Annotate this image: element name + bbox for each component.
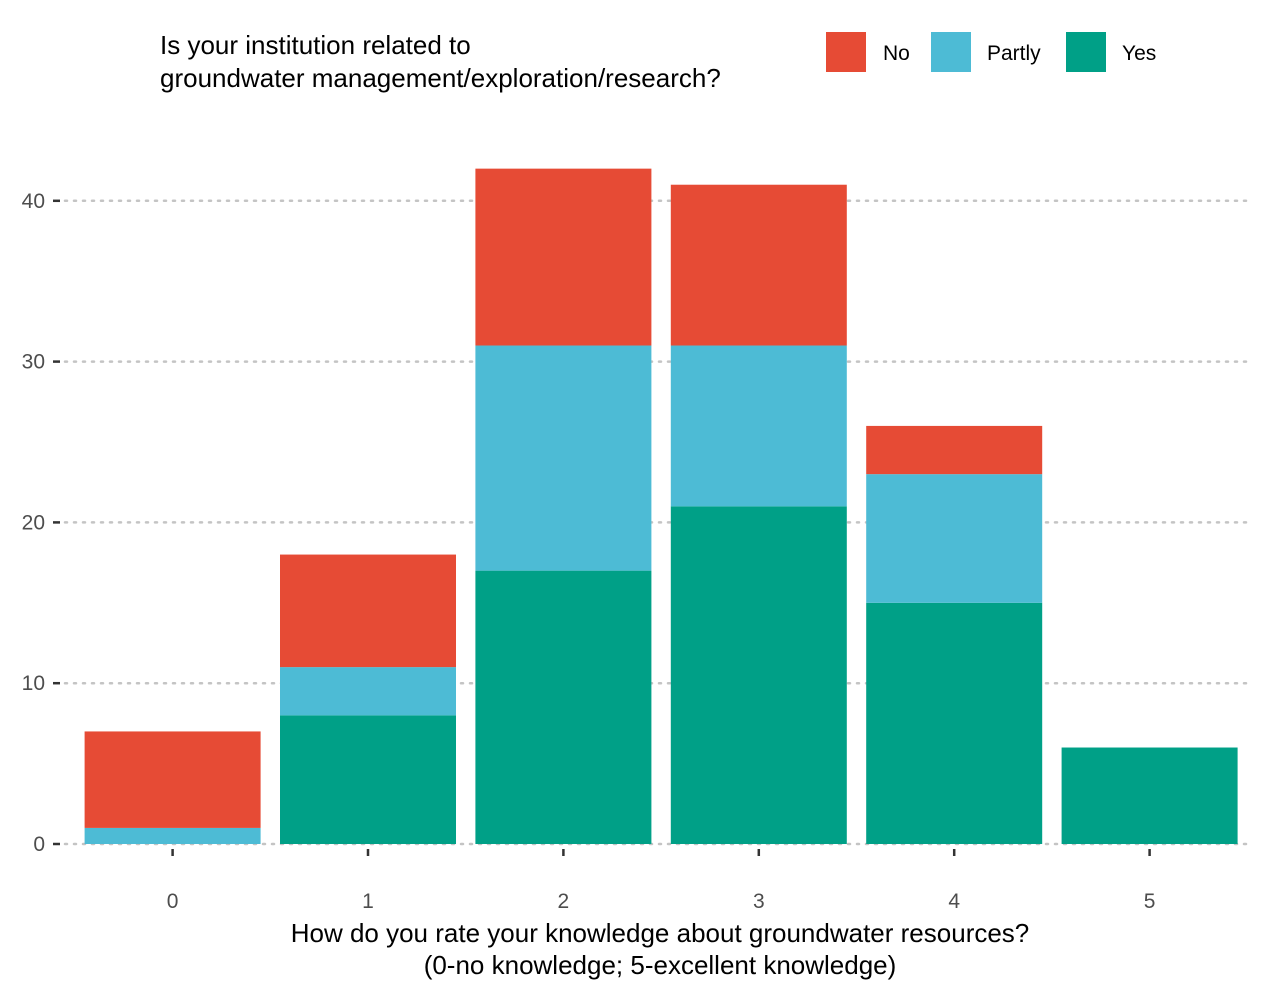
bar-no-4 (866, 425, 1043, 475)
y-tick-label-30: 30 (22, 351, 45, 374)
y-tick-label-20: 20 (22, 511, 45, 534)
bar-partly-3 (670, 345, 847, 507)
x-tick-label-2: 2 (558, 890, 570, 913)
y-tick-label-0: 0 (33, 833, 45, 856)
bar-yes-2 (475, 570, 652, 844)
y-tick-label-40: 40 (22, 190, 45, 213)
x-axis: 0 1 2 3 4 5 (167, 849, 1156, 913)
legend: Is your institution related to groundwat… (160, 30, 1156, 93)
x-tick-label-0: 0 (167, 890, 179, 913)
y-axis: 0 10 20 30 40 (22, 190, 60, 856)
legend-label-no: No (883, 42, 910, 65)
x-axis-title: How do you rate your knowledge about gro… (291, 918, 1030, 980)
x-tick-label-4: 4 (948, 890, 960, 913)
bar-partly-2 (475, 345, 652, 571)
bar-no-2 (475, 168, 652, 346)
legend-swatch-no (826, 32, 866, 72)
gridlines (63, 199, 1248, 846)
bar-yes-1 (280, 715, 456, 844)
x-tick-label-3: 3 (753, 890, 765, 913)
legend-label-partly: Partly (987, 42, 1041, 65)
x-axis-title-line-1: How do you rate your knowledge about gro… (291, 918, 1030, 948)
legend-title-line-2: groundwater management/exploration/resea… (160, 63, 721, 93)
x-tick-label-1: 1 (362, 890, 374, 913)
bar-no-0 (84, 731, 261, 828)
bar-no-3 (670, 184, 847, 346)
bar-yes-3 (670, 506, 847, 844)
x-tick-label-5: 5 (1144, 890, 1156, 913)
bar-yes-4 (866, 602, 1043, 844)
bar-yes-5 (1061, 747, 1238, 844)
bar-partly-1 (280, 667, 456, 716)
bar-partly-4 (866, 474, 1043, 603)
y-tick-label-10: 10 (22, 672, 45, 695)
legend-title-line-1: Is your institution related to (160, 30, 471, 60)
bars (84, 168, 1238, 844)
bar-no-1 (280, 554, 456, 668)
bar-partly-0 (84, 827, 261, 844)
x-axis-title-line-2: (0-no knowledge; 5-excellent knowledge) (424, 950, 897, 980)
legend-swatch-partly (931, 32, 971, 72)
legend-label-yes: Yes (1122, 42, 1156, 65)
legend-swatch-yes (1066, 32, 1106, 72)
